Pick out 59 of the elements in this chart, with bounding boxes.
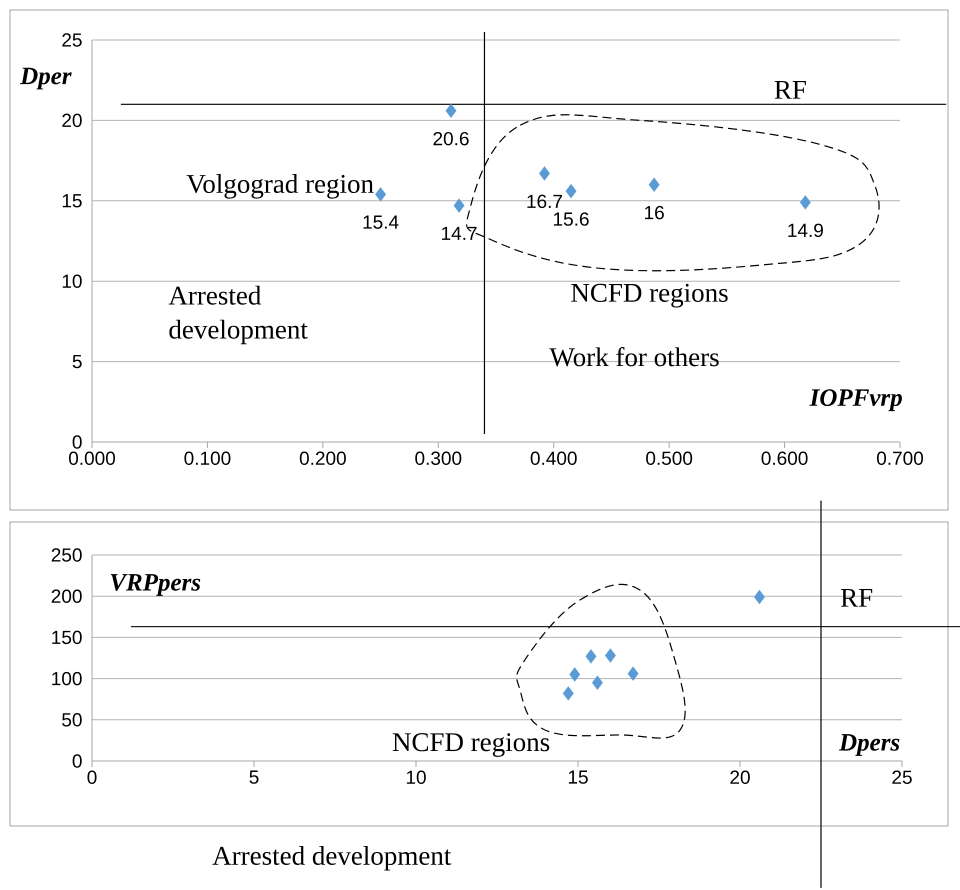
data-label: 16: [645, 206, 664, 220]
y-tick-label: 20: [62, 114, 82, 128]
text: Arrested development: [212, 846, 452, 870]
point: [592, 676, 603, 690]
y-axis-title: VRPpers: [110, 574, 200, 596]
data-label: 20.6: [433, 132, 469, 146]
point: [586, 649, 596, 664]
data-label: 14.9: [788, 224, 823, 238]
data-label: 16.7: [527, 194, 562, 208]
y-tick-label: 100: [52, 672, 82, 686]
y-axis-title: Dper: [20, 68, 72, 90]
y-tick-label: 15: [62, 194, 82, 208]
point: [628, 666, 639, 681]
x-tick-label: 25: [892, 770, 912, 784]
x-axis-title: IOPFvrp: [809, 389, 902, 412]
data-label: 14.7: [442, 226, 477, 240]
point: [604, 648, 616, 663]
x-tick-label: 0: [87, 770, 97, 784]
point: [375, 187, 386, 202]
point: [454, 198, 465, 213]
y-tick-label: 150: [52, 630, 82, 644]
data-label: 15.6: [554, 212, 589, 226]
x-tick-label: 15: [568, 770, 588, 784]
point: [562, 686, 574, 701]
annotation: NCFD regions: [392, 733, 550, 757]
point: [539, 166, 550, 181]
annotation: RF: [774, 80, 806, 99]
x-tick-label: 20: [730, 770, 750, 784]
point: [800, 195, 811, 210]
x-tick-label: 5: [249, 770, 258, 784]
y-tick-label: 50: [62, 713, 82, 727]
x-tick-label: 0.100: [184, 452, 230, 465]
x-tick-label: 10: [406, 770, 426, 784]
data-label: 15.4: [364, 216, 399, 229]
point: [446, 104, 456, 118]
point: [566, 184, 576, 198]
point: [648, 178, 660, 192]
annotation: Arrested development: [168, 286, 308, 344]
y-tick-label: 10: [62, 274, 82, 288]
x-tick-label: 0.700: [876, 452, 924, 465]
y-tick-label: 25: [62, 33, 82, 47]
y-tick-label: 0: [72, 754, 82, 768]
annotation: Volgograd region: [186, 174, 374, 199]
x-tick-label: 0.500: [646, 452, 692, 465]
y-tick-label: 200: [52, 589, 82, 603]
annotation: Work for others: [549, 347, 719, 366]
x-tick-label: 0.200: [300, 452, 346, 465]
point: [754, 590, 765, 604]
y-tick-label: 250: [52, 548, 82, 562]
x-axis-title: Dpers: [838, 734, 900, 756]
point: [569, 667, 580, 682]
y-tick-label: 0: [72, 435, 82, 449]
annotation: NCFD regions: [571, 284, 728, 308]
annotation: RF: [840, 588, 872, 607]
x-tick-label: 0.300: [415, 452, 462, 465]
x-tick-label: 0.000: [68, 452, 116, 465]
x-tick-label: 0.400: [530, 452, 577, 465]
y-tick-label: 5: [72, 354, 82, 368]
x-tick-label: 0.600: [762, 452, 808, 465]
